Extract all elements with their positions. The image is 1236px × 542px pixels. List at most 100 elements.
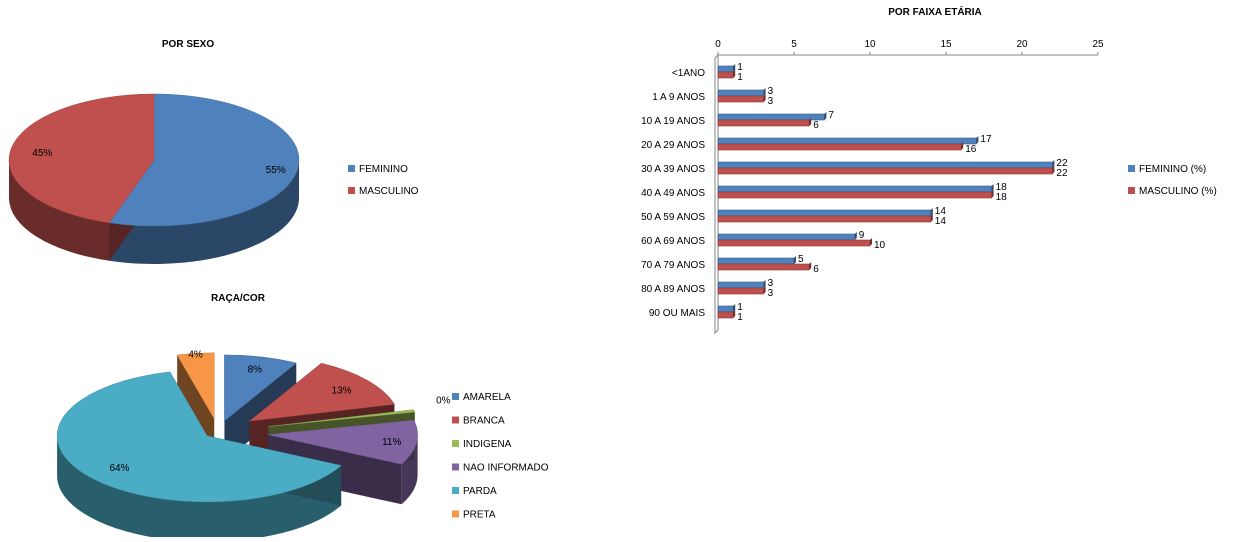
- category-label: 80 A 89 ANOS: [641, 284, 705, 295]
- bar-feminino-60-a-69-anos: [717, 233, 856, 241]
- pie-raca-slice-branca: [248, 362, 395, 422]
- bar-cap: [870, 238, 872, 246]
- bar-masculino-1-a-9-anos: [717, 95, 764, 103]
- pie-sexo-side-feminino: [109, 160, 299, 265]
- pie-raca-label-parda: 64%: [109, 463, 129, 474]
- pie-raca-label-preta: 4%: [188, 349, 203, 360]
- pie-chart-raca: RAÇA/COR 8% 13% 0% 11% 64% 4% AMARELA BRANCA IN…: [56, 293, 549, 542]
- bar-cap: [763, 286, 766, 294]
- pie-raca-slice-nao-informado: [267, 419, 418, 465]
- legend-raca-label-parda: PARDA: [463, 486, 497, 497]
- data-label-masculino: 10: [874, 240, 886, 251]
- pie-raca-label-nao-informado: 11%: [382, 437, 401, 448]
- pie-raca-slice-indigena: [268, 409, 416, 427]
- data-label-masculino: 3: [768, 288, 774, 299]
- bar-cap: [733, 304, 736, 312]
- legend-raca-label-preta: PRETA: [463, 510, 496, 521]
- bar-masculino-60-a-69-anos: [717, 239, 871, 247]
- pie-raca-wall-amarela: [224, 362, 297, 461]
- data-label-feminino: 5: [798, 254, 804, 265]
- data-label-feminino: 3: [768, 278, 774, 289]
- bar-feminino-70-a-79-anos: [717, 257, 795, 265]
- x-tick-label: 15: [940, 39, 952, 50]
- bar-feminino-40-a-49-anos: [717, 185, 992, 193]
- pie-sexo-side-masculino: [9, 160, 110, 261]
- legend-sexo: FEMININO MASCULINO: [348, 164, 419, 197]
- data-label-feminino: 1: [737, 62, 743, 73]
- pie-raca-label-branca: 13%: [332, 385, 352, 396]
- pie-sexo-slice-feminino: [108, 93, 300, 227]
- x-tick-label: 25: [1092, 39, 1104, 50]
- legend-faixa-etaria-swatch-masculino: [1128, 187, 1135, 194]
- data-label-masculino: 3: [768, 96, 774, 107]
- data-label-masculino: 6: [813, 120, 819, 131]
- chart-title-raca: RAÇA/COR: [211, 293, 266, 304]
- pie-raca-slice-preta: [176, 352, 215, 420]
- category-label: 20 A 29 ANOS: [641, 140, 705, 151]
- bar-masculino-1ano: [717, 71, 734, 79]
- category-label: 60 A 69 ANOS: [641, 236, 705, 247]
- category-label: 40 A 49 ANOS: [641, 188, 705, 199]
- category-label: <1ANO: [672, 68, 705, 79]
- x-tick-label: 20: [1016, 39, 1028, 50]
- data-label-masculino: 1: [737, 72, 743, 83]
- pie-raca-side-parda: [57, 435, 342, 542]
- bar-feminino-30-a-39-anos: [717, 161, 1053, 169]
- bar-cap: [794, 256, 796, 264]
- legend-sexo-label-masculino: MASCULINO: [359, 186, 419, 197]
- data-label-masculino: 6: [813, 264, 819, 275]
- category-label: 90 OU MAIS: [649, 308, 705, 319]
- data-label-feminino: 1: [737, 302, 743, 313]
- legend-raca-label-indigena: INDIGENA: [463, 439, 512, 450]
- bar-cap: [991, 184, 994, 192]
- data-label-masculino: 18: [996, 192, 1008, 203]
- bar-cap: [930, 214, 933, 222]
- data-label-feminino: 3: [768, 86, 774, 97]
- category-label: 10 A 19 ANOS: [641, 116, 705, 127]
- bar-cap: [809, 262, 812, 270]
- x-tick-label: 10: [864, 39, 876, 50]
- legend-faixa-etaria-label-masculino: MASCULINO (%): [1139, 186, 1217, 197]
- chart-title-faixa-etaria: POR FAIXA ETÁRIA: [888, 5, 982, 18]
- legend-raca-label-amarela: AMARELA: [463, 392, 511, 403]
- bar-masculino-20-a-29-anos: [717, 143, 962, 151]
- category-label: 70 A 79 ANOS: [641, 260, 705, 271]
- category-label: 30 A 39 ANOS: [641, 164, 705, 175]
- pie-raca-label-amarela: 8%: [248, 364, 263, 375]
- legend-raca-swatch-preta: [452, 510, 459, 518]
- data-label-feminino: 7: [828, 110, 834, 121]
- bar-cap: [809, 118, 812, 126]
- bar-masculino-50-a-59-anos: [717, 215, 932, 223]
- legend-faixa-etaria-swatch-feminino: [1128, 165, 1135, 172]
- bar-masculino-30-a-39-anos: [717, 167, 1053, 175]
- bar-cap: [733, 310, 736, 318]
- category-label: 50 A 59 ANOS: [641, 212, 705, 223]
- legend-sexo-label-feminino: FEMININO: [359, 164, 408, 175]
- bar-feminino-1-a-9-anos: [717, 89, 764, 97]
- x-tick-label: 5: [791, 39, 797, 50]
- y-axis-wall: [714, 53, 719, 335]
- bar-masculino-70-a-79-anos: [717, 263, 810, 271]
- bar-feminino-20-a-29-anos: [717, 137, 977, 145]
- legend-faixa-etaria: FEMININO (%) MASCULINO (%): [1128, 164, 1217, 197]
- bar-feminino-10-a-19-anos: [717, 113, 825, 121]
- data-label-masculino: 1: [737, 312, 743, 323]
- pie-chart-sexo: POR SEXO 55% 45% FEMININO MASCULINO: [8, 39, 419, 265]
- bar-cap: [1052, 160, 1055, 168]
- legend-raca-swatch-branca: [452, 416, 459, 424]
- data-label-masculino: 16: [965, 144, 977, 155]
- bar-masculino-40-a-49-anos: [717, 191, 992, 199]
- bar-masculino-80-a-89-anos: [717, 287, 764, 295]
- pie-raca-label-indigena: 0%: [436, 396, 451, 407]
- legend-faixa-etaria-label-feminino: FEMININO (%): [1139, 164, 1206, 175]
- bar-feminino-90-ou-mais: [717, 305, 734, 313]
- x-tick-label: 0: [715, 39, 721, 50]
- bar-cap: [854, 232, 857, 240]
- bar-cap: [1052, 166, 1055, 174]
- bar-cap: [991, 190, 994, 198]
- chart-title-sexo: POR SEXO: [162, 39, 214, 50]
- bar-cap: [733, 64, 736, 72]
